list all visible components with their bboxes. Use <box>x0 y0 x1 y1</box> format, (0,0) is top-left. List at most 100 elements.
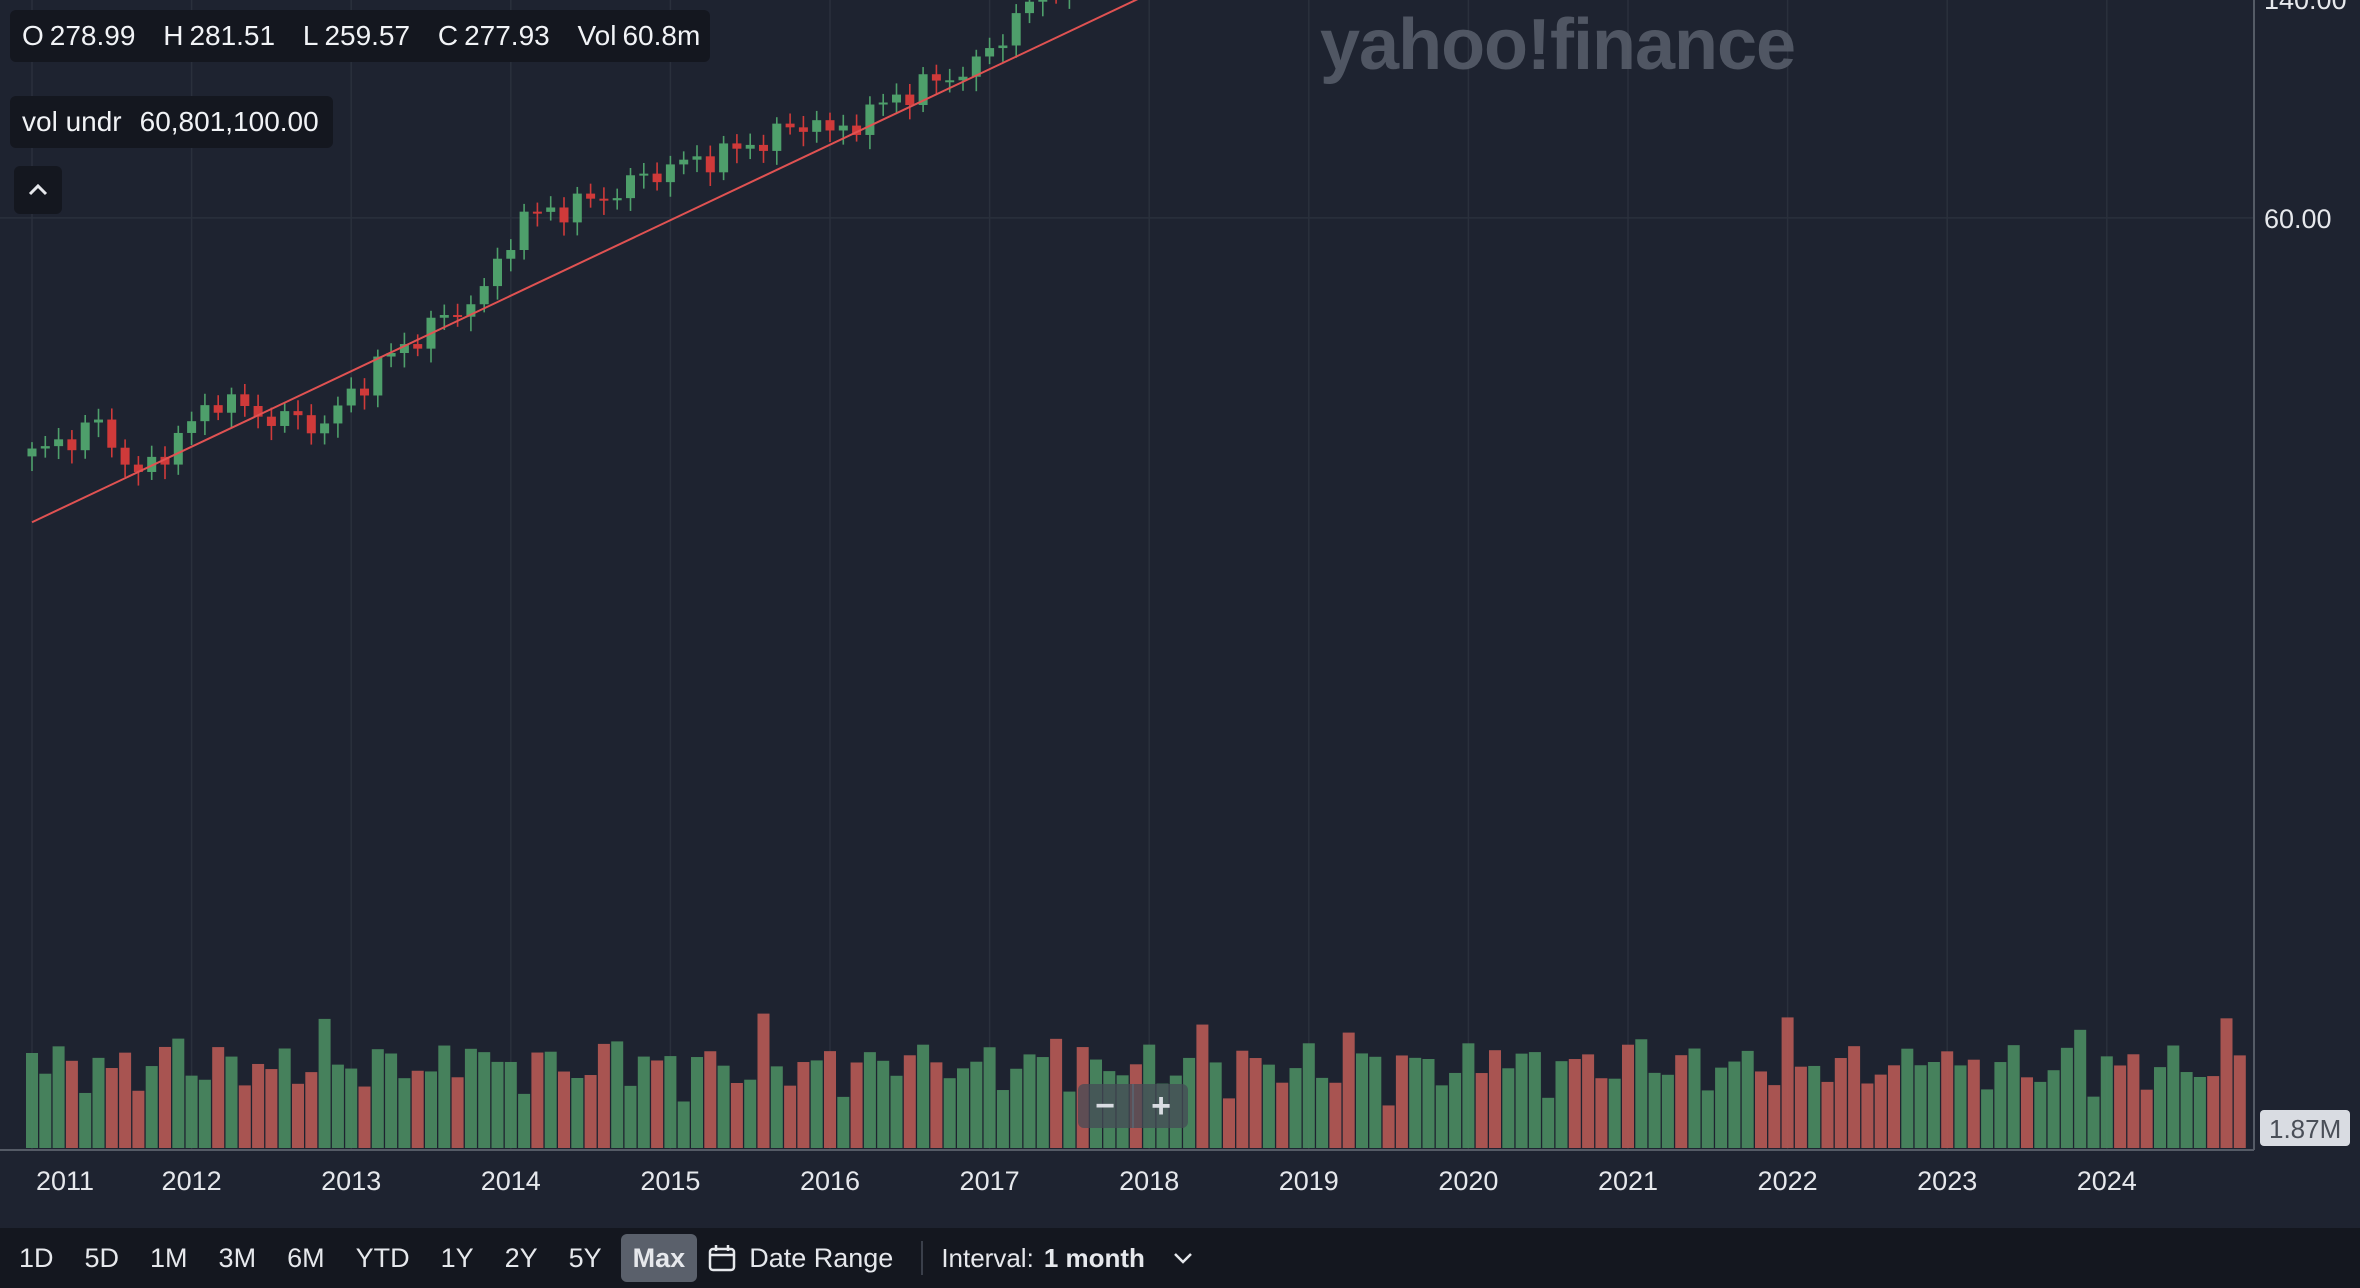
candle <box>679 151 689 175</box>
volume-bar <box>1356 1053 1368 1148</box>
volume-bar <box>225 1056 238 1148</box>
candle-body <box>559 207 569 223</box>
candle <box>439 304 449 330</box>
range-5d[interactable]: 5D <box>84 1242 120 1273</box>
candle <box>639 162 649 189</box>
volume-bar <box>1262 1064 1275 1148</box>
candle <box>745 133 755 160</box>
range-max[interactable]: Max <box>620 1234 698 1282</box>
range-1m[interactable]: 1M <box>150 1242 188 1273</box>
price-chart[interactable]: 620.00420.00260.00140.0060.00499.50275.6… <box>0 0 2360 1228</box>
range-2y[interactable]: 2Y <box>504 1242 538 1273</box>
volume-bar <box>930 1062 943 1148</box>
zoom-divider <box>1132 1084 1134 1128</box>
candle-body <box>732 143 742 149</box>
volume-bar <box>1888 1065 1900 1148</box>
range-5y[interactable]: 5Y <box>568 1242 602 1273</box>
candle-body <box>971 56 981 77</box>
candle-body <box>719 143 729 173</box>
candle-body <box>160 456 170 465</box>
candle <box>599 187 609 215</box>
candle <box>187 411 197 446</box>
candle <box>200 393 210 436</box>
x-tick-label: 2019 <box>1279 1166 1339 1196</box>
range-ytd[interactable]: YTD <box>355 1242 410 1273</box>
candle <box>240 384 250 417</box>
candle <box>772 117 782 165</box>
volume-bar <box>850 1062 863 1148</box>
candle <box>266 407 276 441</box>
volume-bar <box>1927 1061 1940 1148</box>
candle <box>532 202 542 227</box>
x-tick-label: 2016 <box>800 1166 860 1196</box>
volume-bar <box>917 1044 930 1148</box>
candle <box>519 203 529 260</box>
candle <box>67 430 77 464</box>
candle <box>399 332 409 368</box>
volume-bar <box>65 1060 78 1148</box>
volume-bar <box>757 1013 770 1148</box>
candle-body <box>825 120 835 131</box>
zoom-in-button[interactable]: + <box>1151 1086 1171 1125</box>
candle <box>293 400 303 430</box>
date-range-button[interactable]: Date Range <box>697 1243 903 1274</box>
high-value: 281.51 <box>189 20 276 51</box>
volume-bar <box>1648 1072 1661 1148</box>
range-3m[interactable]: 3M <box>218 1242 257 1273</box>
candle-body <box>532 211 542 214</box>
volume-bar <box>2207 1076 2220 1148</box>
volume-bar <box>651 1060 664 1148</box>
open-value: 278.99 <box>49 20 136 51</box>
candle <box>918 67 928 113</box>
candle-body <box>838 125 848 131</box>
candle <box>94 408 103 438</box>
volume-bar <box>637 1056 650 1148</box>
candle-body <box>599 198 609 201</box>
candle <box>1068 0 1071 9</box>
range-6m[interactable]: 6M <box>287 1242 325 1273</box>
candle-body <box>439 315 449 318</box>
candle-body <box>187 421 197 433</box>
volume-bar <box>1781 1017 1794 1148</box>
candle <box>506 239 516 272</box>
volume-bar <box>1050 1038 1063 1148</box>
candle <box>719 135 729 181</box>
candle <box>453 303 463 327</box>
collapse-button[interactable] <box>14 166 62 214</box>
candle <box>692 145 702 173</box>
low-label: L <box>302 20 319 51</box>
volume-bar <box>1768 1085 1781 1148</box>
candle <box>1055 0 1057 4</box>
candle <box>107 408 117 458</box>
candle <box>971 49 981 92</box>
zoom-controls: − + <box>1078 1084 1188 1128</box>
candle <box>479 278 489 313</box>
volume-bar <box>411 1070 424 1148</box>
range-1y[interactable]: 1Y <box>440 1242 474 1273</box>
volume-bar <box>983 1047 996 1148</box>
range-1d[interactable]: 1D <box>19 1242 54 1273</box>
volume-bar <box>624 1085 637 1148</box>
candle <box>320 415 330 445</box>
close-label: C <box>437 20 459 51</box>
volume-bar <box>1276 1082 1289 1148</box>
zoom-out-button[interactable]: − <box>1095 1086 1115 1125</box>
interval-select[interactable]: Interval: 1 month <box>941 1243 1193 1274</box>
date-range-label: Date Range <box>749 1242 894 1273</box>
candle <box>825 112 835 143</box>
candle <box>227 387 236 428</box>
x-tick-label: 2020 <box>1438 1166 1498 1196</box>
candle-body <box>27 448 37 457</box>
candle-body <box>506 250 516 259</box>
candles <box>27 0 1071 486</box>
candle <box>213 395 223 421</box>
x-tick-label: 2018 <box>1119 1166 1179 1196</box>
volume-bar <box>265 1069 278 1148</box>
candle-body <box>1038 0 1048 2</box>
volume-bar <box>1861 1083 1874 1148</box>
candle-body <box>320 423 330 434</box>
candle <box>40 436 50 458</box>
volume-bar <box>1715 1067 1728 1148</box>
volume-bar <box>26 1053 38 1148</box>
volume-bar <box>597 1043 610 1148</box>
